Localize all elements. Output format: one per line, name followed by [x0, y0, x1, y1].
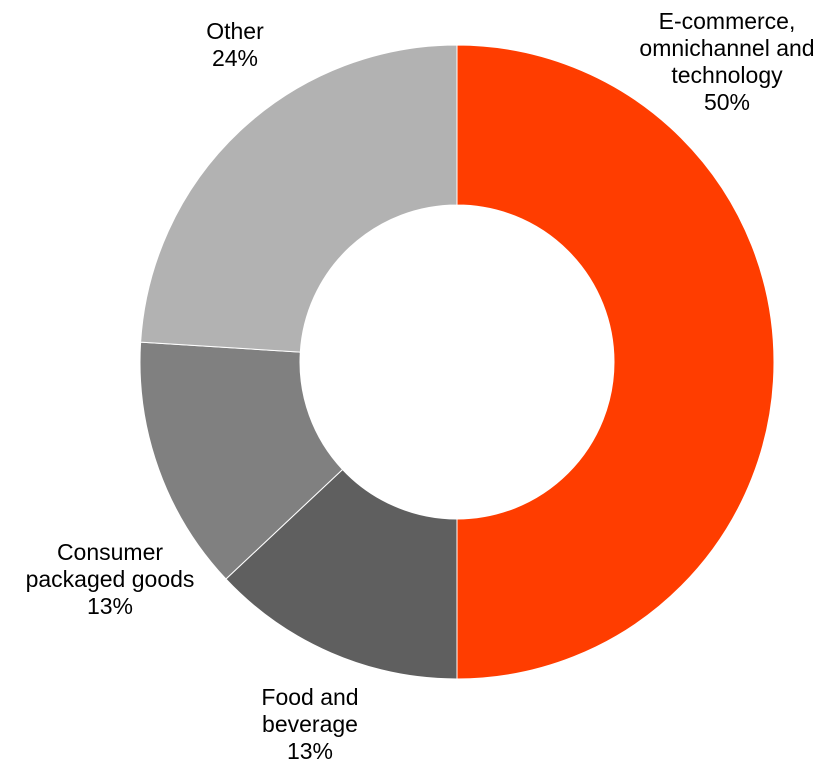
slice-name-line-ecommerce: technology	[671, 62, 783, 88]
slice-cpg	[139, 341, 344, 580]
slice-value-cpg: 13%	[87, 593, 133, 619]
slice-value-food: 13%	[287, 738, 333, 764]
slice-other	[140, 44, 458, 353]
slice-label-ecommerce: E-commerce, omnichannel and technology 50%	[639, 8, 814, 115]
slice-label-cpg: Consumer packaged goods 13%	[26, 539, 195, 619]
slice-ecommerce	[456, 44, 775, 680]
slice-name-line-ecommerce: E-commerce,	[659, 8, 796, 34]
slice-value-other: 24%	[212, 45, 258, 71]
slice-name-line-food: Food and	[261, 684, 358, 710]
slice-name-line-cpg: Consumer	[57, 539, 163, 565]
slices-group	[139, 44, 775, 680]
slice-label-food: Food and beverage 13%	[261, 684, 358, 764]
slice-food	[225, 468, 458, 680]
slice-name-line-food: beverage	[262, 711, 358, 737]
slice-name-line-other: Other	[206, 18, 264, 44]
slice-name-line-ecommerce: omnichannel and	[639, 35, 814, 61]
slice-label-other: Other 24%	[206, 18, 264, 71]
slice-name-line-cpg: packaged goods	[26, 566, 195, 592]
slice-value-ecommerce: 50%	[704, 89, 750, 115]
labels-group: E-commerce, omnichannel and technology 50% F…	[26, 8, 815, 764]
